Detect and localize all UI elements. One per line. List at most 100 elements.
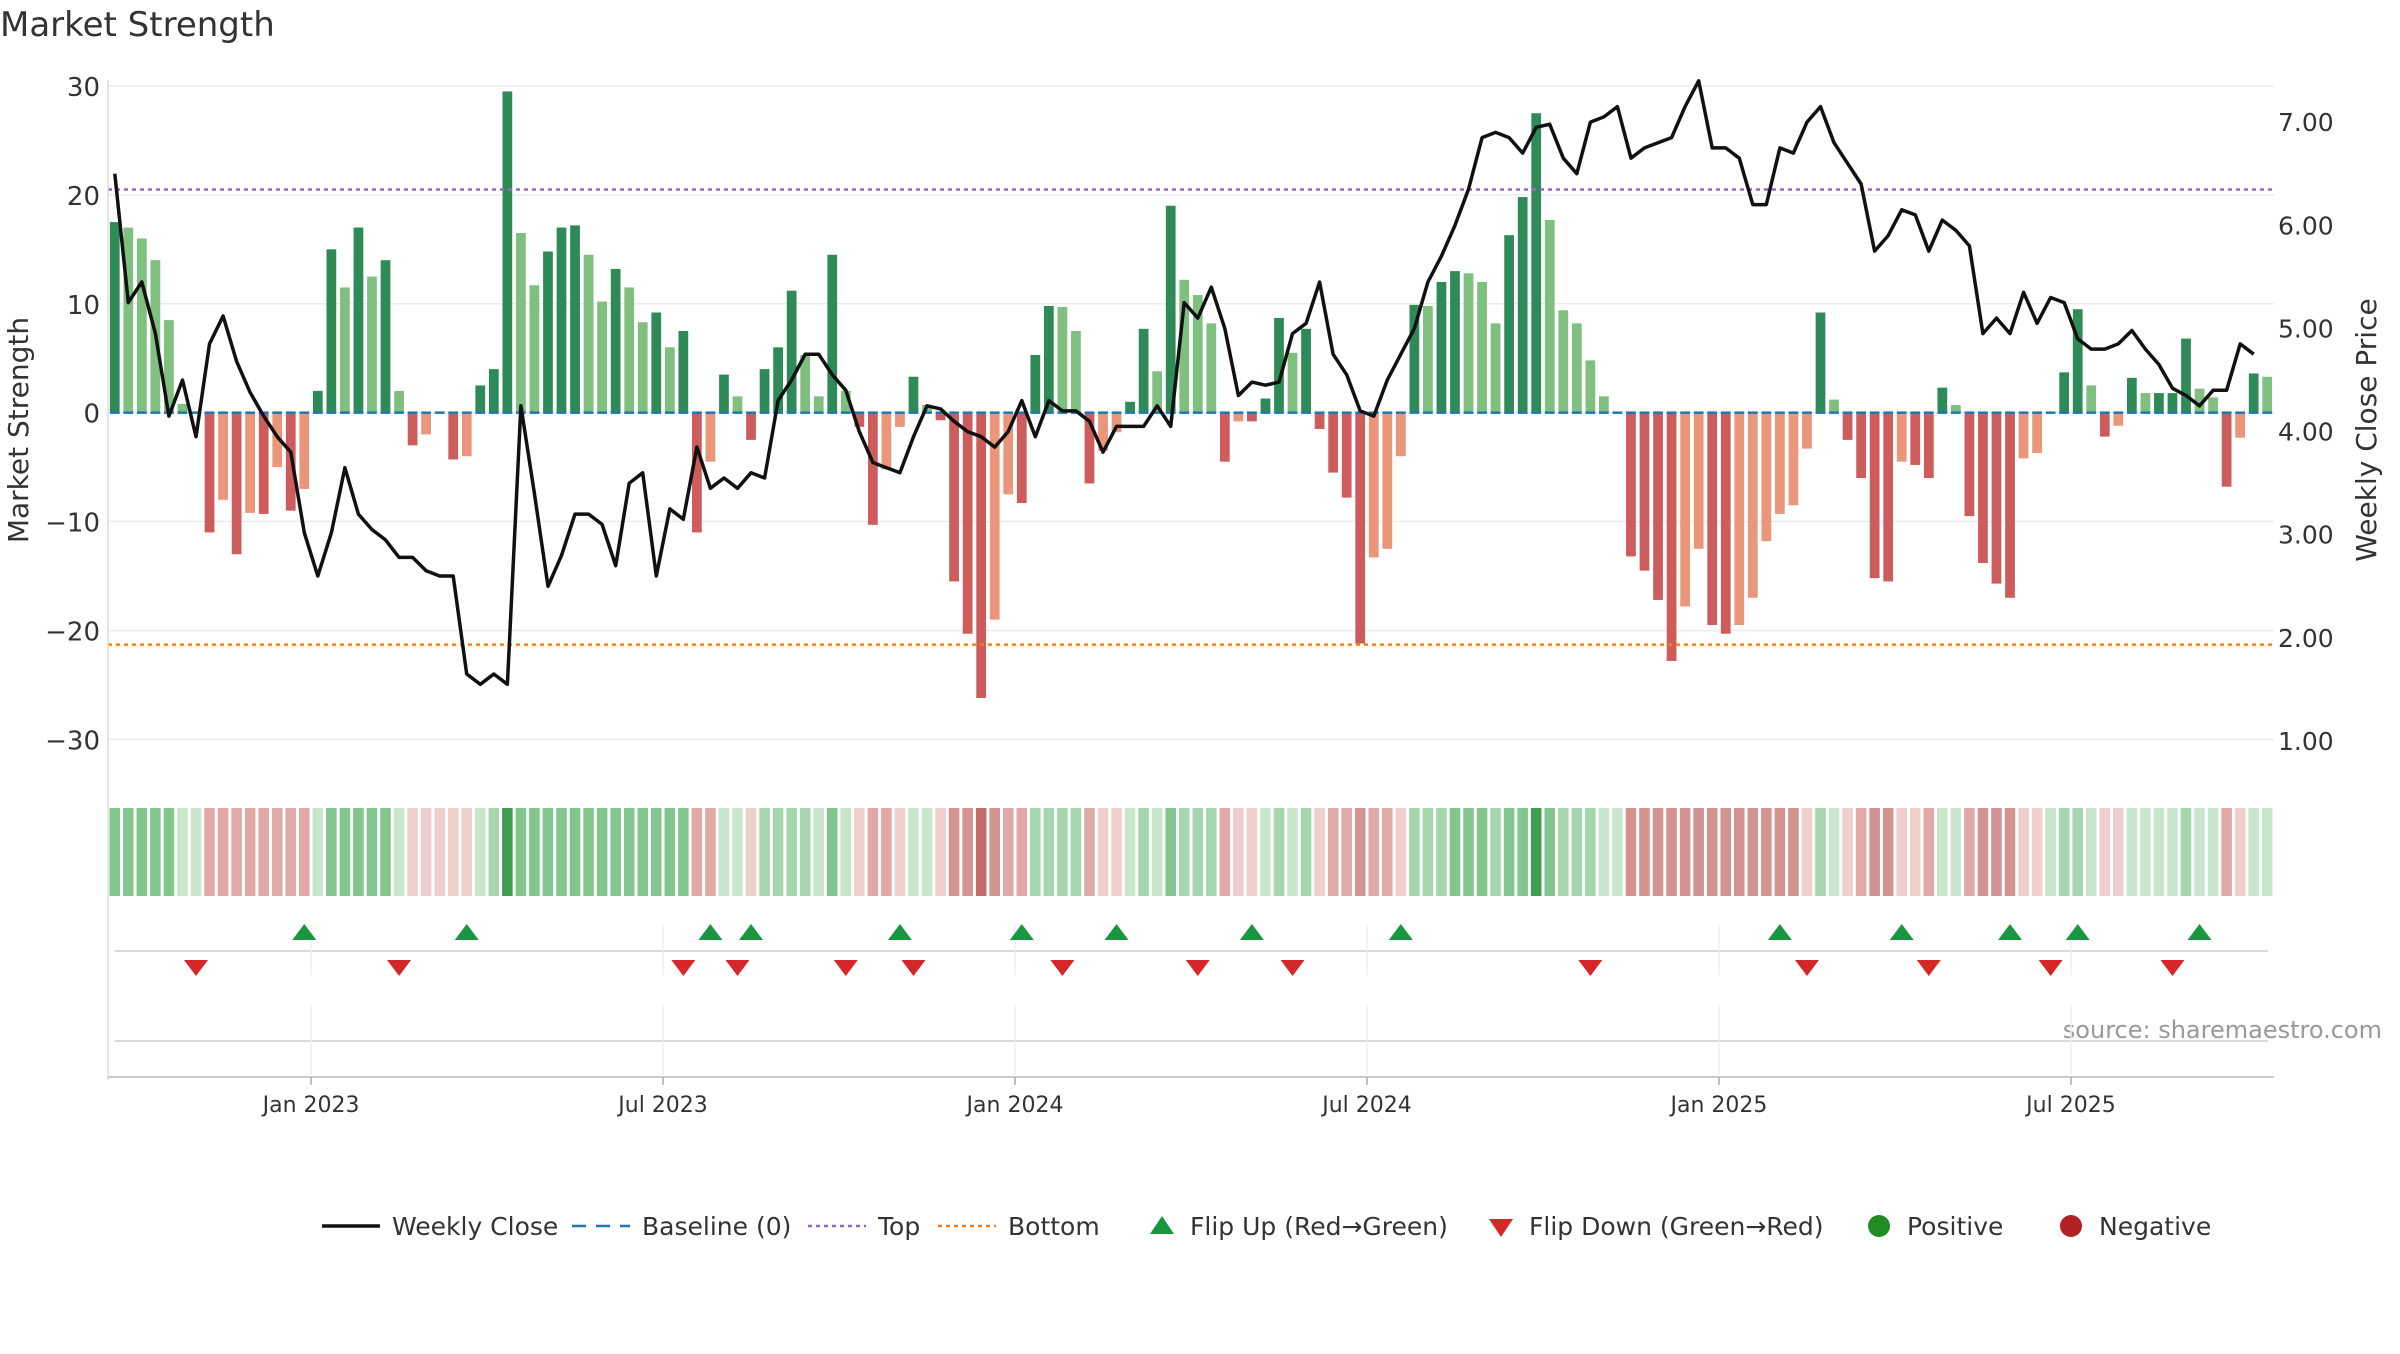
strength-bar <box>367 276 377 413</box>
flip-down-marker <box>183 960 208 976</box>
band-cell <box>312 808 324 896</box>
strength-bar <box>840 390 851 413</box>
strength-bar <box>461 412 472 457</box>
flip-up-marker <box>739 924 764 940</box>
axes: 30 20 10 0 −10 −20 −30 7.00 6.00 5.00 4.00 3.00 2.00… <box>45 73 2334 1118</box>
strength-bar <box>1138 328 1149 413</box>
strength-bar <box>1707 412 1718 625</box>
band-cell <box>596 808 608 896</box>
strength-bar <box>705 412 716 462</box>
band-cell <box>1084 808 1095 896</box>
strength-bar <box>1098 412 1108 451</box>
chart-title: Market Strength <box>0 5 275 45</box>
strength-bar <box>2154 393 2164 413</box>
strength-bar <box>895 412 905 427</box>
y-tick-label-right: 2.00 <box>2278 624 2334 653</box>
band-cell <box>1964 808 1975 896</box>
strength-bar <box>1693 412 1704 549</box>
band-cell <box>1571 808 1583 896</box>
strength-bar <box>245 412 256 513</box>
x-tick-label: Jan 2024 <box>965 1093 1064 1118</box>
strength-bar <box>1057 307 1068 413</box>
band-cell <box>1909 808 1921 896</box>
strength-bar <box>1558 310 1569 413</box>
strength-bar <box>2181 338 2191 413</box>
strength-bar <box>299 412 310 489</box>
band-cell <box>1368 808 1380 896</box>
band-cell <box>1219 808 1231 896</box>
band-cell <box>1327 808 1339 896</box>
flip-up-marker <box>887 924 912 940</box>
y-tick-label-left: −20 <box>45 617 100 647</box>
band-cell <box>691 808 703 896</box>
band-cell <box>1544 808 1556 896</box>
legend-swatch-positive <box>1868 1215 1890 1237</box>
band-cell <box>1747 808 1759 896</box>
strength-bar <box>1084 412 1095 484</box>
strength-bar <box>827 254 838 413</box>
strength-bar <box>2032 412 2042 453</box>
reference-lines <box>108 188 2274 646</box>
flip-down-marker <box>1050 960 1075 976</box>
band-cell <box>705 808 716 896</box>
strength-bar <box>692 412 702 533</box>
strength-bar <box>2248 373 2259 413</box>
band-cell <box>1124 808 1136 896</box>
band-cell <box>1273 808 1285 896</box>
strength-bar <box>1368 412 1379 558</box>
band-cell <box>366 808 378 896</box>
strength-bar <box>231 412 242 555</box>
flip-down-marker <box>1578 960 1603 976</box>
strength-bar <box>448 412 459 460</box>
band-cell <box>2207 808 2219 896</box>
legend-swatch-flip-up <box>1150 1216 1174 1234</box>
x-tick-label: Jul 2025 <box>2024 1093 2116 1118</box>
band-cell <box>623 808 635 896</box>
strength-bar <box>1395 412 1406 457</box>
band-cell <box>1842 808 1853 896</box>
strength-bar <box>1355 412 1366 644</box>
strength-bar <box>556 227 567 413</box>
band-cell <box>1314 808 1325 896</box>
flip-down-marker <box>2038 960 2063 976</box>
band-cell <box>1341 808 1352 896</box>
strength-bar <box>1409 304 1420 413</box>
band-cell <box>1693 808 1704 896</box>
strength-bar <box>2113 412 2124 426</box>
band-cell <box>2248 808 2259 896</box>
legend-item: Top <box>808 1212 920 1241</box>
y-tick-label-left: 10 <box>67 291 100 321</box>
band-cell <box>420 808 432 896</box>
band-cell <box>1300 808 1312 896</box>
y-axis-label-left: Market Strength <box>2 317 35 543</box>
flip-down-marker <box>725 960 750 976</box>
band-cell <box>1476 808 1488 896</box>
flip-up-marker <box>2187 924 2212 940</box>
legend-label: Bottom <box>1008 1212 1100 1241</box>
band-cell <box>1733 808 1745 896</box>
strength-bar <box>2167 393 2178 413</box>
flip-down-marker <box>671 960 696 976</box>
band-cell <box>1436 808 1447 896</box>
band-cell <box>2018 808 2029 896</box>
strength-bar <box>2262 376 2273 413</box>
band-cell <box>502 808 513 896</box>
strength-bar <box>1639 412 1650 571</box>
strength-bar <box>732 396 743 413</box>
band-cell <box>2221 808 2232 896</box>
strength-bar <box>1233 412 1244 422</box>
flip-up-marker <box>1009 924 1034 940</box>
strength-bar <box>2208 397 2218 413</box>
strength-bar <box>1544 219 1555 413</box>
strength-bar <box>1829 399 1839 413</box>
strength-bar <box>1666 412 1677 661</box>
legend-swatch-flip-down <box>1489 1219 1513 1237</box>
strength-bar <box>759 369 770 413</box>
band-cell <box>1490 808 1501 896</box>
band-cell <box>650 808 662 896</box>
strength-bar <box>2005 412 2015 598</box>
band-cell <box>177 808 188 896</box>
band-cell <box>894 808 906 896</box>
y-tick-label-left: 20 <box>67 182 100 212</box>
band-cell <box>1774 808 1786 896</box>
